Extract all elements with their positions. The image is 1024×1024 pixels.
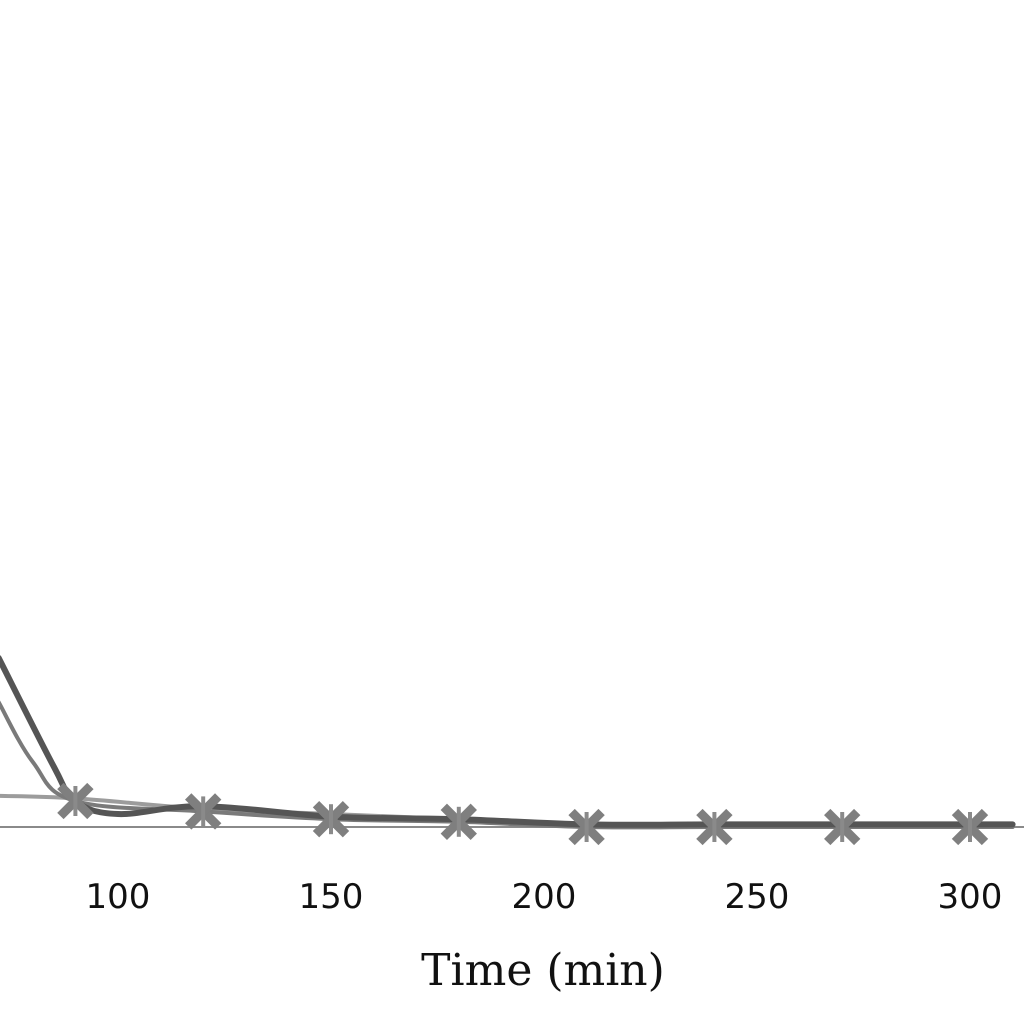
x-axis-title: Time (min) xyxy=(421,945,665,996)
data-point-marker xyxy=(185,793,222,830)
data-point-marker xyxy=(824,808,861,846)
x-tick-label: 150 xyxy=(299,877,364,917)
x-tick-label: 250 xyxy=(725,877,790,917)
series-line-1 xyxy=(0,655,1016,828)
plot-area xyxy=(0,655,1024,846)
x-axis-ticks: 100 150 200 250 300 xyxy=(86,877,1003,917)
data-point-marker xyxy=(696,808,733,846)
data-point-marker xyxy=(57,782,94,820)
data-point-marker xyxy=(568,808,605,846)
x-tick-label: 300 xyxy=(938,877,1003,917)
data-point-marker xyxy=(312,801,350,838)
x-tick-label: 100 xyxy=(86,877,151,917)
x-tick-label: 200 xyxy=(512,877,577,917)
data-point-marker xyxy=(440,803,477,840)
data-point-marker xyxy=(951,808,989,846)
